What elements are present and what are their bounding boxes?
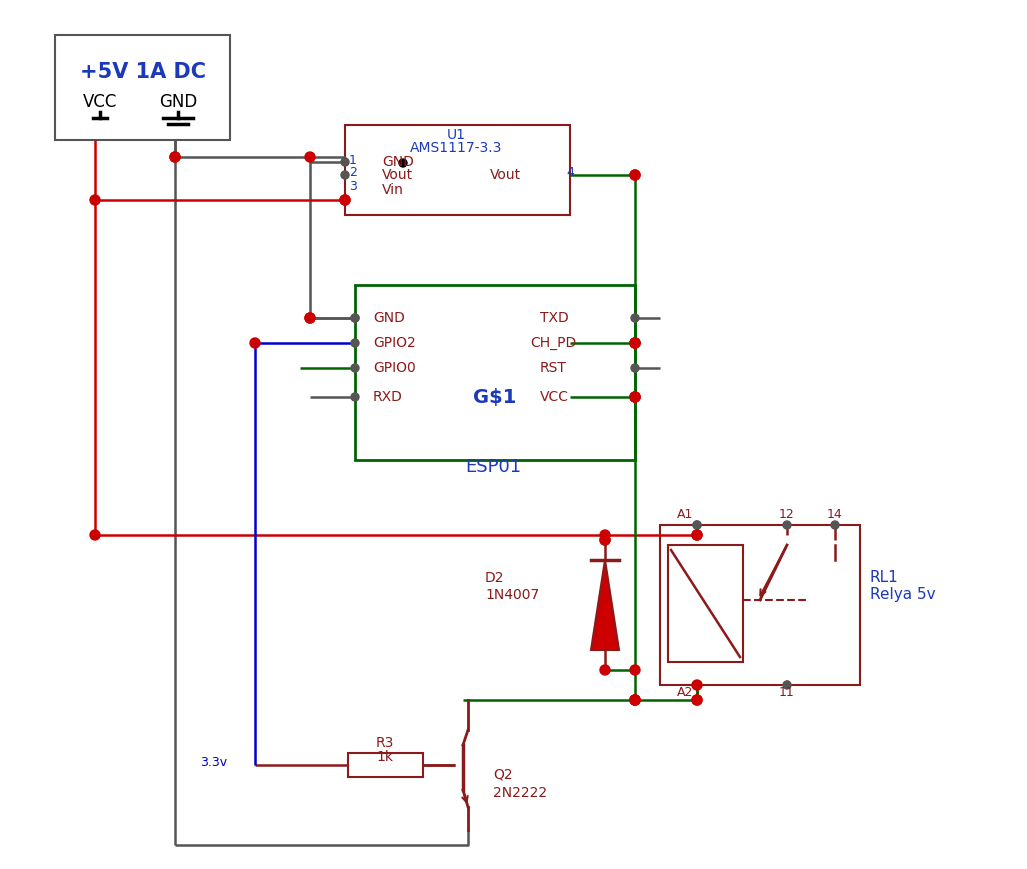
Text: 14: 14 <box>827 507 843 521</box>
Circle shape <box>630 170 640 180</box>
Circle shape <box>600 535 610 545</box>
Circle shape <box>831 521 839 529</box>
Circle shape <box>305 313 315 323</box>
Text: GND: GND <box>159 93 197 111</box>
Text: RL1: RL1 <box>870 569 899 585</box>
Circle shape <box>341 171 349 179</box>
Text: GND: GND <box>382 155 414 169</box>
Text: 1N4007: 1N4007 <box>485 588 539 602</box>
Circle shape <box>631 314 639 322</box>
Circle shape <box>400 159 407 167</box>
Circle shape <box>692 695 702 705</box>
Circle shape <box>170 152 180 162</box>
Text: TXD: TXD <box>540 311 569 325</box>
Circle shape <box>600 535 610 545</box>
Circle shape <box>630 665 640 675</box>
Bar <box>660 525 860 685</box>
Circle shape <box>305 152 315 162</box>
Text: Relya 5v: Relya 5v <box>870 587 936 602</box>
Text: ESP01: ESP01 <box>465 458 521 476</box>
Circle shape <box>630 338 640 348</box>
Circle shape <box>351 393 359 401</box>
Circle shape <box>600 530 610 540</box>
Text: D2: D2 <box>485 571 504 585</box>
Text: 3.3v: 3.3v <box>200 757 227 770</box>
Text: R3: R3 <box>376 736 394 750</box>
Circle shape <box>693 521 701 529</box>
Text: AMS1117-3.3: AMS1117-3.3 <box>410 141 502 155</box>
Text: A1: A1 <box>677 507 693 521</box>
Circle shape <box>340 195 350 205</box>
Circle shape <box>351 364 359 372</box>
Text: Vin: Vin <box>382 183 404 197</box>
Circle shape <box>630 695 640 705</box>
Circle shape <box>692 530 702 540</box>
Circle shape <box>351 314 359 322</box>
Text: G$1: G$1 <box>473 388 517 408</box>
Polygon shape <box>591 560 619 650</box>
Text: 4: 4 <box>566 167 574 180</box>
Bar <box>345 125 570 215</box>
Circle shape <box>340 195 350 205</box>
Circle shape <box>692 695 702 705</box>
Text: 12: 12 <box>779 507 795 521</box>
Text: VCC: VCC <box>540 390 569 404</box>
Circle shape <box>351 314 359 322</box>
Circle shape <box>630 392 640 402</box>
Text: Q2: Q2 <box>493 768 512 782</box>
Circle shape <box>630 170 640 180</box>
Circle shape <box>351 339 359 347</box>
Circle shape <box>783 521 791 529</box>
Circle shape <box>783 681 791 689</box>
Text: GPIO2: GPIO2 <box>373 336 416 350</box>
Circle shape <box>630 695 640 705</box>
Circle shape <box>630 695 640 705</box>
Text: GND: GND <box>373 311 405 325</box>
Bar <box>348 753 423 777</box>
Circle shape <box>600 665 610 675</box>
Circle shape <box>630 392 640 402</box>
Circle shape <box>692 530 702 540</box>
Text: RXD: RXD <box>373 390 403 404</box>
Text: RST: RST <box>540 361 567 375</box>
Bar <box>668 545 743 662</box>
Text: U1: U1 <box>447 128 465 142</box>
Text: +5V 1A DC: +5V 1A DC <box>80 62 206 82</box>
Circle shape <box>630 695 640 705</box>
Circle shape <box>170 152 180 162</box>
Circle shape <box>693 681 701 689</box>
Circle shape <box>630 338 640 348</box>
Circle shape <box>630 338 640 348</box>
Text: VCC: VCC <box>83 93 117 111</box>
Text: 1k: 1k <box>377 750 393 764</box>
Circle shape <box>341 158 349 166</box>
Circle shape <box>305 313 315 323</box>
Bar <box>355 285 635 460</box>
Text: GPIO0: GPIO0 <box>373 361 416 375</box>
Bar <box>55 35 230 140</box>
Text: 11: 11 <box>779 686 795 699</box>
Circle shape <box>630 392 640 402</box>
Circle shape <box>90 530 100 540</box>
Text: CH_PD: CH_PD <box>530 336 576 350</box>
Text: 1: 1 <box>349 154 356 167</box>
Text: 2: 2 <box>349 167 356 180</box>
Circle shape <box>250 338 260 348</box>
Text: Vout: Vout <box>382 168 413 182</box>
Text: A2: A2 <box>677 686 693 699</box>
Circle shape <box>90 195 100 205</box>
Text: 2N2222: 2N2222 <box>493 786 547 800</box>
Text: Vout: Vout <box>490 168 521 182</box>
Circle shape <box>631 364 639 372</box>
Circle shape <box>693 521 701 529</box>
Text: 3: 3 <box>349 180 356 193</box>
Circle shape <box>692 680 702 690</box>
